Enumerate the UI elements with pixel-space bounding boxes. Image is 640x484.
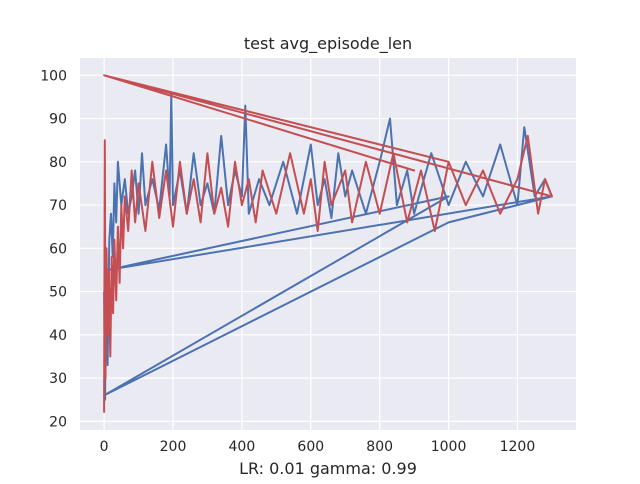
- x-tick-label: 600: [297, 439, 324, 455]
- x-axis-label: LR: 0.01 gamma: 0.99: [239, 459, 417, 478]
- y-tick-label: 20: [49, 414, 67, 430]
- y-tick-label: 40: [49, 328, 67, 344]
- y-tick-label: 70: [49, 198, 67, 214]
- y-tick-label: 90: [49, 112, 67, 128]
- y-tick-label: 100: [40, 68, 67, 84]
- x-tick-label: 200: [160, 439, 187, 455]
- chart-title: test avg_episode_len: [244, 34, 412, 54]
- tick-labels: 0 200 400 600 800 1000 1200 20 30 40 50 60 70 80 90 100: [40, 68, 535, 455]
- grid-lines: [80, 58, 576, 430]
- x-tick-label: 800: [366, 439, 393, 455]
- series-line-1: [103, 91, 553, 401]
- y-tick-label: 80: [49, 155, 67, 171]
- plot-area: [80, 58, 576, 430]
- y-tick-label: 60: [49, 241, 67, 257]
- x-tick-label: 1000: [431, 439, 467, 455]
- x-tick-label: 1200: [500, 439, 536, 455]
- y-tick-label: 30: [49, 371, 67, 387]
- y-tick-label: 50: [49, 285, 67, 301]
- series-line-2: [103, 74, 553, 413]
- x-tick-label: 400: [229, 439, 256, 455]
- series-layer: [103, 74, 553, 413]
- x-tick-label: 0: [100, 439, 109, 455]
